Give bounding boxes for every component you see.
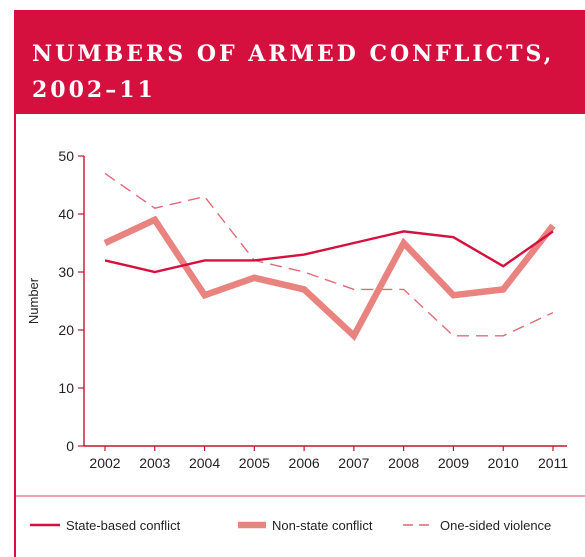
y-tick-label: 50	[58, 148, 74, 164]
series-layer	[103, 172, 556, 342]
data-point-thick	[254, 277, 255, 278]
data-point-solid	[353, 242, 354, 243]
data-point-dashed	[552, 312, 553, 313]
series-line-solid	[104, 230, 554, 274]
y-tick-label: 40	[58, 206, 74, 222]
y-tick-label: 10	[58, 380, 74, 396]
x-tick-label: 2005	[239, 455, 270, 471]
data-point-thick	[403, 242, 404, 243]
data-point-solid	[254, 260, 255, 261]
data-point-dashed	[104, 173, 105, 174]
data-point-dashed	[503, 335, 504, 336]
legend-label-dashed: One-sided violence	[440, 518, 551, 533]
data-point-dashed	[403, 289, 404, 290]
legend-label-thick: Non-state conflict	[272, 518, 373, 533]
x-tick-label: 2010	[488, 455, 519, 471]
chart-panel: NUMBERS OF ARMED CONFLICTS, 2002–11	[14, 10, 585, 557]
data-point-thick	[104, 242, 105, 243]
x-tick-label: 2009	[438, 455, 469, 471]
data-point-dashed	[304, 271, 305, 272]
data-point-solid	[204, 260, 205, 261]
series-line-thick	[103, 215, 556, 342]
y-tick-label: 30	[58, 264, 74, 280]
data-point-solid	[453, 237, 454, 238]
y-tick-label: 20	[58, 322, 74, 338]
data-point-solid	[304, 254, 305, 255]
data-point-dashed	[204, 196, 205, 197]
x-tick-label: 2003	[139, 455, 170, 471]
data-point-solid	[154, 271, 155, 272]
data-point-thick	[353, 335, 354, 336]
series-line-dashed	[104, 172, 554, 337]
data-point-solid	[403, 231, 404, 232]
data-point-thick	[453, 295, 454, 296]
x-tick-label: 2008	[388, 455, 419, 471]
chart-title: NUMBERS OF ARMED CONFLICTS, 2002–11	[32, 41, 555, 103]
header-bar: NUMBERS OF ARMED CONFLICTS, 2002–11	[16, 10, 585, 114]
data-point-thick	[204, 295, 205, 296]
data-point-dashed	[353, 289, 354, 290]
y-axis-label: Number	[26, 277, 41, 324]
data-point-dashed	[154, 208, 155, 209]
data-point-dashed	[453, 335, 454, 336]
data-point-thick	[154, 219, 155, 220]
data-point-solid	[104, 260, 105, 261]
data-point-solid	[552, 231, 553, 232]
legend: State-based conflict Non-state conflict On…	[16, 495, 585, 533]
data-point-solid	[503, 266, 504, 267]
legend-label-solid: State-based conflict	[66, 518, 181, 533]
x-tick-label: 2006	[289, 455, 320, 471]
data-point-thick	[552, 225, 553, 226]
x-tick-label: 2011	[538, 455, 568, 471]
y-tick-label: 0	[66, 438, 74, 454]
x-tick-label: 2002	[89, 455, 120, 471]
x-tick-label: 2004	[189, 455, 220, 471]
data-point-thick	[503, 289, 504, 290]
data-point-thick	[304, 289, 305, 290]
x-tick-label: 2007	[338, 455, 369, 471]
axes: 0 10 20 30 40 50 2002 2003 2004 2005 2006 2007 2008 2…	[58, 148, 568, 471]
